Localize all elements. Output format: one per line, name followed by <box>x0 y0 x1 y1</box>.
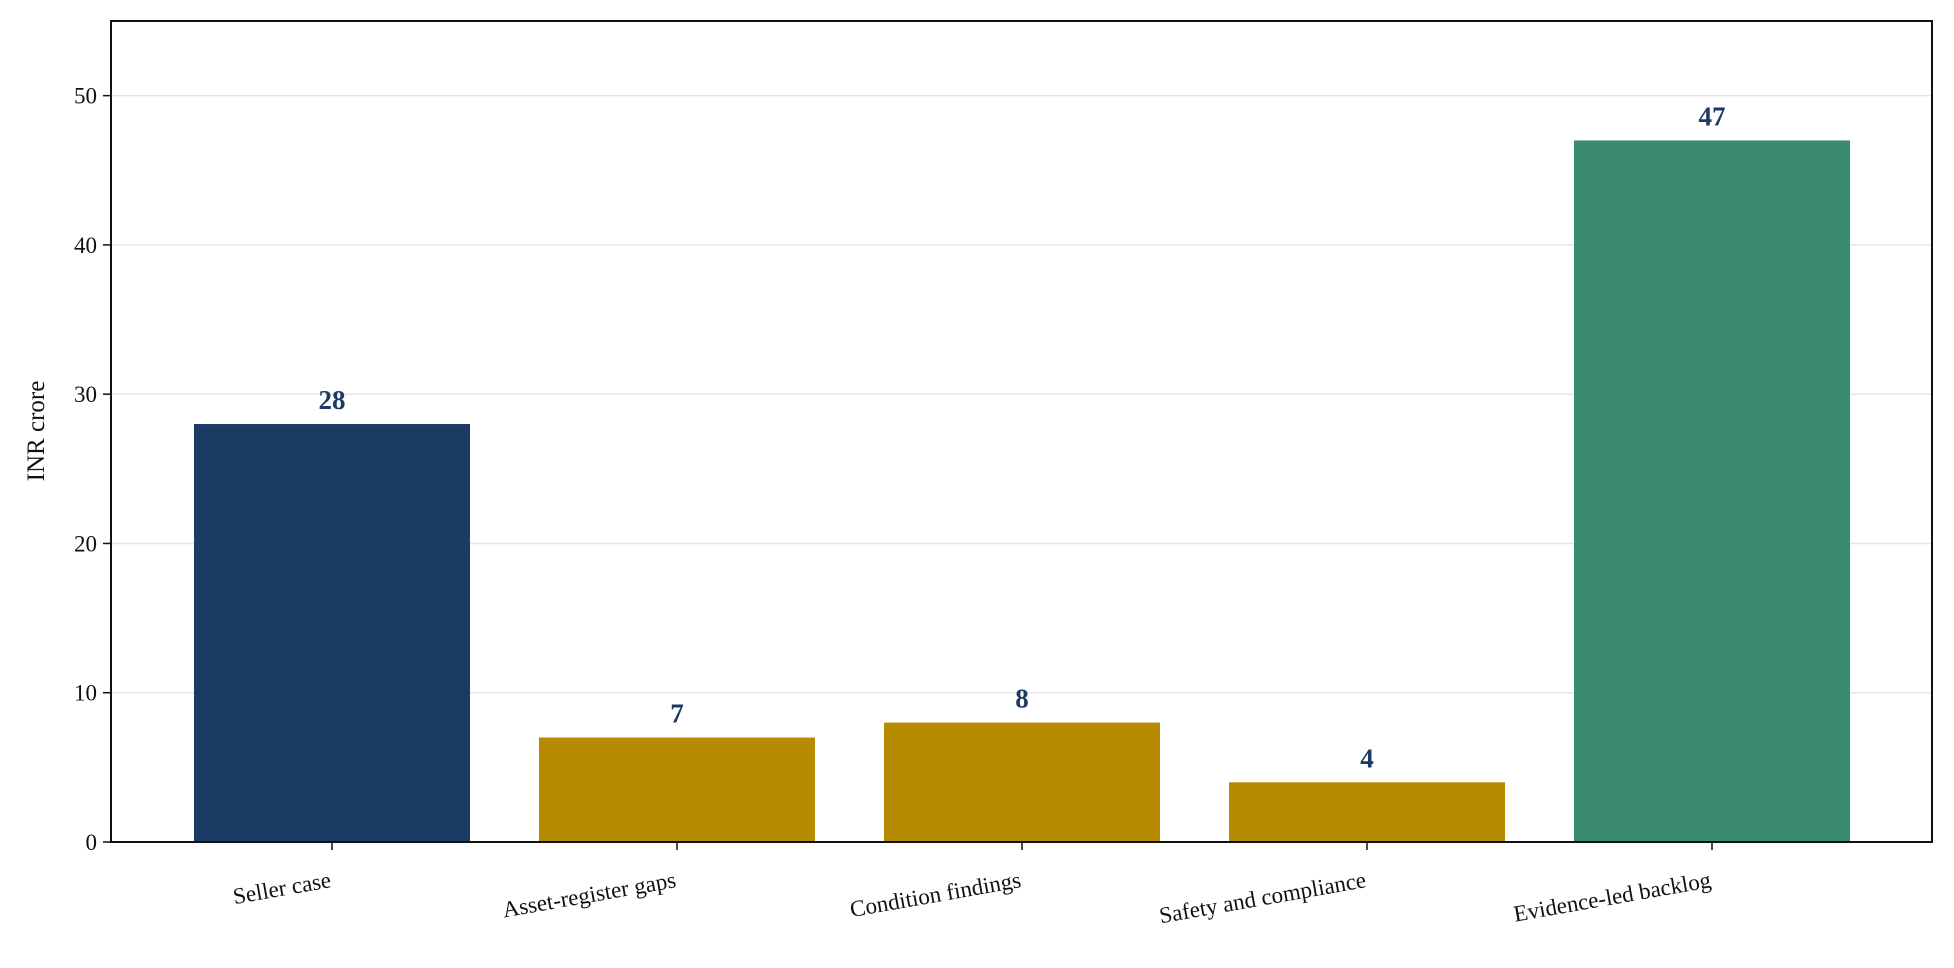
y-axis-title: INR crore <box>23 381 50 482</box>
bar <box>194 424 470 842</box>
y-tick-label: 30 <box>74 382 97 407</box>
data-labels: 28 7 8 4 47 <box>319 101 1726 773</box>
y-tick-label: 20 <box>74 531 97 556</box>
bar <box>539 737 815 842</box>
bar <box>1574 140 1850 842</box>
data-label: 8 <box>1015 684 1029 714</box>
x-tick-label: Evidence-led backlog <box>1512 867 1714 926</box>
data-label: 28 <box>319 385 346 415</box>
data-label: 47 <box>1699 101 1726 131</box>
bars <box>194 140 1850 842</box>
data-label: 7 <box>670 699 684 729</box>
y-tick-label: 0 <box>86 830 98 855</box>
x-tick-label: Safety and compliance <box>1157 867 1368 928</box>
bar <box>884 722 1160 842</box>
x-tick-label: Condition findings <box>848 867 1023 922</box>
y-tick-label: 40 <box>74 233 97 258</box>
x-tick-label: Asset-register gaps <box>501 867 678 922</box>
bar <box>1229 782 1505 842</box>
y-tick-label: 10 <box>74 681 97 706</box>
y-axis: 0 10 20 30 40 50 <box>74 84 111 855</box>
x-axis: Seller case Asset-register gaps Condition … <box>231 842 1713 928</box>
y-tick-label: 50 <box>74 84 97 109</box>
data-label: 4 <box>1360 743 1374 773</box>
x-tick-label: Seller case <box>231 867 333 909</box>
